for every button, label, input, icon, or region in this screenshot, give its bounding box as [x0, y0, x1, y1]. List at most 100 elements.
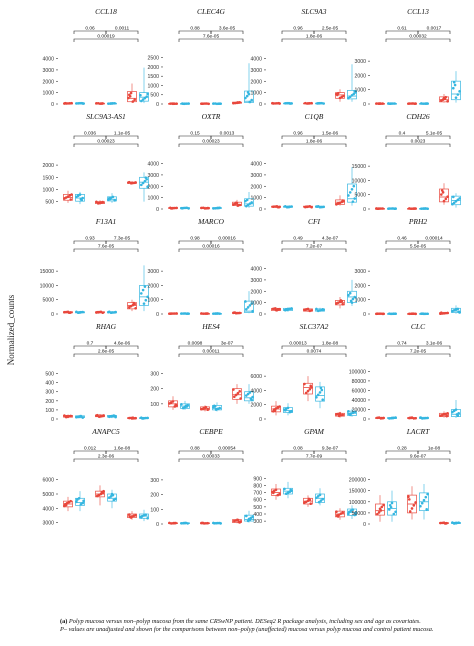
significance-bracket — [210, 345, 244, 349]
y-tick-label: 0 — [156, 312, 159, 318]
data-point — [271, 101, 274, 105]
panel-hes4: HES4 100 200 300 0.0098 3e-070.00011 — [150, 322, 254, 412]
p-value-label: 2.5e-05 — [322, 26, 339, 32]
data-point — [68, 311, 72, 315]
data-point — [376, 512, 379, 516]
data-point — [408, 498, 411, 501]
y-tick-label: 0 — [156, 207, 159, 213]
data-point — [95, 200, 98, 204]
significance-bracket — [417, 135, 451, 139]
p-value-label: 1e-08 — [428, 446, 441, 452]
panel-cdh26: CDH26 0 5000 10000 15000 0.4 5.1e-050.0023 — [352, 112, 461, 213]
data-point — [234, 393, 238, 397]
box-iqr — [347, 90, 357, 100]
y-tick-label: 300 — [150, 372, 159, 378]
data-point — [454, 521, 458, 525]
data-point — [207, 206, 210, 210]
significance-bracket — [417, 30, 451, 34]
panel-title: SLC37A2 — [300, 322, 329, 331]
panel-clc: CLC 0 20000 40000 60000 80000 100000 0.74 3.1e-0… — [349, 322, 461, 423]
data-point — [310, 386, 313, 389]
significance-bracket — [385, 38, 451, 42]
y-tick-label: 15000 — [40, 269, 55, 275]
y-tick-label: 10000 — [352, 178, 367, 184]
data-point — [236, 391, 240, 395]
data-point — [134, 513, 137, 517]
data-point — [351, 200, 355, 203]
y-tick-label: 0 — [363, 417, 366, 423]
data-point — [245, 307, 248, 311]
data-point — [315, 395, 318, 399]
y-tick-label: 4000 — [250, 57, 262, 63]
data-point — [251, 309, 254, 313]
p-value-label: 0.00011 — [203, 349, 220, 355]
significance-bracket — [385, 143, 451, 147]
data-point — [146, 185, 149, 189]
data-point — [347, 293, 350, 297]
data-point — [335, 510, 338, 514]
data-point — [351, 508, 355, 511]
data-point — [394, 510, 397, 514]
significance-bracket — [417, 450, 451, 454]
data-point — [376, 207, 380, 210]
data-point — [142, 302, 146, 305]
data-point — [248, 518, 252, 522]
data-point — [69, 414, 72, 418]
data-point — [70, 101, 73, 105]
p-value-label: 0.00019 — [97, 34, 115, 40]
panel-title: SLC9A3-AS1 — [86, 112, 126, 121]
data-point — [175, 102, 178, 105]
y-tick-label: 5000 — [42, 492, 54, 498]
panel-title: CEBPE — [199, 427, 223, 436]
data-point — [245, 94, 249, 98]
data-point — [244, 96, 247, 100]
y-tick-label: 800 — [253, 483, 262, 489]
y-tick-label: 300 — [45, 390, 54, 396]
data-point — [388, 102, 392, 105]
data-point — [100, 102, 104, 105]
p-value-label: 0.49 — [293, 236, 303, 242]
y-tick-label: 1000 — [354, 298, 366, 304]
data-point — [173, 521, 177, 525]
data-point — [388, 508, 391, 511]
data-point — [454, 408, 458, 411]
y-tick-label: 1000 — [42, 91, 54, 97]
data-point — [444, 197, 448, 201]
data-point — [128, 513, 131, 516]
data-point — [218, 406, 221, 410]
p-value-label: 0.0013 — [220, 131, 235, 137]
data-point — [66, 415, 70, 419]
panel-title: GPAM — [304, 427, 325, 436]
data-point — [101, 414, 104, 418]
data-point — [290, 489, 293, 493]
data-point — [141, 181, 145, 185]
data-point — [278, 307, 281, 311]
data-point — [181, 206, 184, 210]
y-tick-label: 1000 — [147, 196, 159, 202]
p-value-label: 0.0011 — [115, 26, 130, 32]
data-point — [381, 207, 385, 210]
data-point — [444, 522, 448, 525]
data-point — [304, 308, 307, 312]
data-point — [424, 495, 428, 499]
data-point — [274, 488, 278, 492]
data-point — [131, 416, 135, 420]
data-point — [353, 410, 357, 414]
data-point — [457, 411, 461, 415]
data-point — [351, 297, 355, 301]
data-point — [341, 413, 345, 417]
data-point — [393, 312, 397, 316]
y-tick-label: 100000 — [349, 369, 366, 375]
significance-bracket — [105, 30, 139, 34]
box-iqr — [375, 503, 385, 516]
p-value-label: 0.28 — [397, 446, 407, 452]
y-tick-label: 2000 — [250, 184, 262, 190]
significance-bracket — [313, 135, 347, 139]
box-iqr — [232, 388, 242, 400]
data-point — [250, 201, 253, 204]
data-point — [140, 183, 143, 187]
data-point — [203, 406, 207, 410]
data-point — [392, 512, 396, 516]
panel-title: HES4 — [201, 322, 220, 331]
